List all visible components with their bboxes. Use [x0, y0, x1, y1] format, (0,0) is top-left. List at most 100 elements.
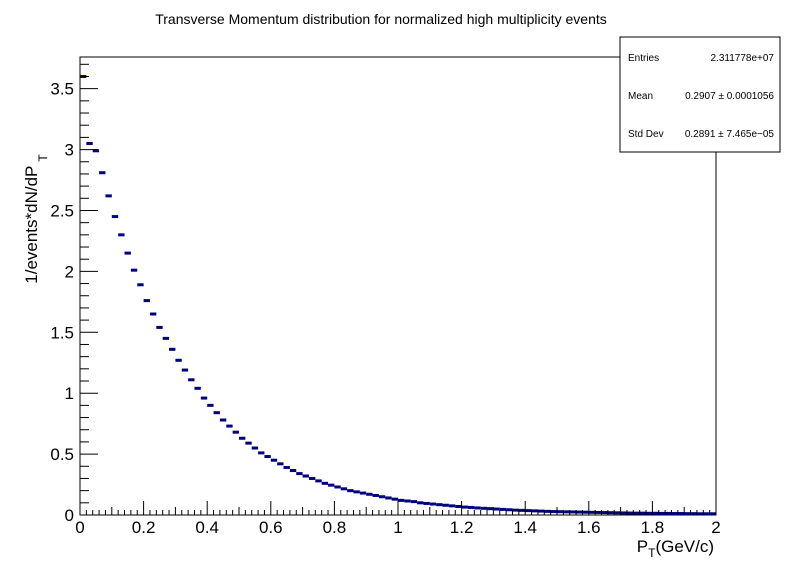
y-tick-label: 3.5 [50, 80, 74, 99]
histogram-bin [537, 509, 545, 513]
histogram-bin [690, 512, 697, 516]
histogram-bin [111, 215, 119, 219]
histogram-bin [328, 483, 335, 487]
histogram-bin [372, 494, 379, 498]
histogram-bin [378, 495, 386, 499]
histogram-bin [232, 430, 239, 434]
histogram-bin [563, 510, 570, 514]
y-tick-label: 2.5 [50, 201, 74, 220]
histogram-bin [531, 509, 538, 513]
histogram-bin [646, 511, 653, 515]
histogram-bin [385, 496, 392, 500]
x-axis-label-sub: T [648, 546, 656, 560]
histogram-bin [296, 472, 303, 476]
histogram-bin [588, 510, 596, 514]
stats-box: Entries 2.311778e+07 Mean 0.2907 ± 0.000… [619, 36, 781, 153]
x-axis: 0 0.2 0.4 0.6 0.8 1 1.2 1.4 1.6 1.8 2 [75, 501, 721, 537]
histogram-bin [302, 474, 309, 478]
histogram-bin [92, 149, 100, 153]
x-tick-label: 0.6 [259, 518, 283, 537]
histogram-bin [557, 510, 564, 514]
histogram-bin [467, 505, 475, 509]
histogram-bin [423, 501, 430, 505]
histogram-bin [270, 458, 278, 462]
stats-stddev-label: Std Dev [628, 129, 664, 140]
histogram-bin [518, 508, 526, 512]
stats-mean-value: 0.2907 ± 0.0001056 [685, 91, 774, 102]
x-tick-label: 0.4 [195, 518, 219, 537]
histogram-bin [359, 491, 367, 495]
histogram-bin [671, 512, 678, 516]
y-tick-label: 1 [65, 384, 74, 403]
histogram-bin [289, 469, 297, 473]
histogram-bin [455, 504, 462, 508]
histogram-bin [550, 510, 557, 514]
x-tick-label: 2 [711, 518, 720, 537]
histogram-bin [677, 512, 685, 516]
y-tick-label: 3 [65, 141, 74, 160]
histogram-bin [684, 512, 691, 516]
y-axis-label-main: 1/events*dN/dP [22, 166, 41, 284]
histogram-bin [156, 325, 163, 329]
histogram-bin [404, 499, 411, 503]
y-axis: 0 0.5 1 1.5 2 2.5 3 3.5 [50, 63, 98, 525]
histogram-bin [86, 141, 93, 145]
histogram-bin [347, 489, 354, 493]
histogram-bin [391, 497, 398, 501]
histogram-bin [245, 441, 252, 445]
histogram-bin [188, 378, 195, 382]
histogram-bin [582, 510, 589, 514]
histogram-bin [461, 505, 468, 509]
x-axis-label: PT(GeV/c) [637, 537, 714, 560]
histogram-bin [614, 511, 621, 515]
x-tick-label: 1.8 [641, 518, 665, 537]
histogram-bin [207, 403, 214, 407]
histogram-bin [487, 507, 494, 511]
histogram-bin [321, 481, 329, 485]
chart-title: Transverse Momentum distribution for nor… [155, 11, 607, 27]
histogram-bin [639, 511, 647, 515]
histogram-bin [601, 511, 608, 515]
histogram-bin [334, 485, 341, 489]
histogram-bin [277, 462, 284, 466]
histogram-bin [169, 347, 176, 351]
histogram-bin [340, 487, 348, 491]
histogram-bars [80, 74, 716, 516]
y-tick-label: 2 [65, 262, 74, 281]
histogram-bin [703, 512, 710, 516]
histogram-bin [512, 508, 519, 512]
histogram-bin [626, 511, 634, 515]
histogram-bin [442, 503, 449, 507]
histogram-bin [213, 411, 220, 415]
histogram-bin [308, 476, 316, 480]
stats-mean-label: Mean [628, 91, 653, 102]
y-tick-label: 0.5 [50, 445, 74, 464]
histogram-bin [410, 500, 418, 504]
histogram-bin [130, 268, 138, 272]
histogram-bin [436, 503, 443, 507]
histogram-bin [665, 511, 672, 515]
histogram-bin [315, 479, 322, 483]
histogram-bin [239, 436, 246, 440]
stats-stddev-value: 0.2891 ± 7.465e−05 [685, 129, 775, 140]
y-tick-label: 1.5 [50, 323, 74, 342]
x-tick-label: 1 [393, 518, 402, 537]
histogram-bin [99, 171, 106, 175]
histogram-bin [251, 446, 259, 450]
histogram-bin [448, 504, 456, 508]
histogram-bin [576, 510, 583, 514]
histogram-bin [175, 358, 182, 362]
histogram-bin [620, 511, 627, 515]
histogram-bin [658, 511, 666, 515]
stats-entries-value: 2.311778e+07 [711, 53, 775, 64]
histogram-bin [499, 507, 507, 511]
histogram-bin [633, 511, 640, 515]
x-axis-label-main: P [637, 537, 648, 556]
histogram-bin [569, 510, 577, 514]
x-tick-label: 1.2 [450, 518, 474, 537]
histogram-bin [226, 424, 233, 428]
x-tick-label: 1.6 [577, 518, 601, 537]
histogram-bin [353, 490, 360, 494]
x-tick-label: 0.2 [132, 518, 156, 537]
